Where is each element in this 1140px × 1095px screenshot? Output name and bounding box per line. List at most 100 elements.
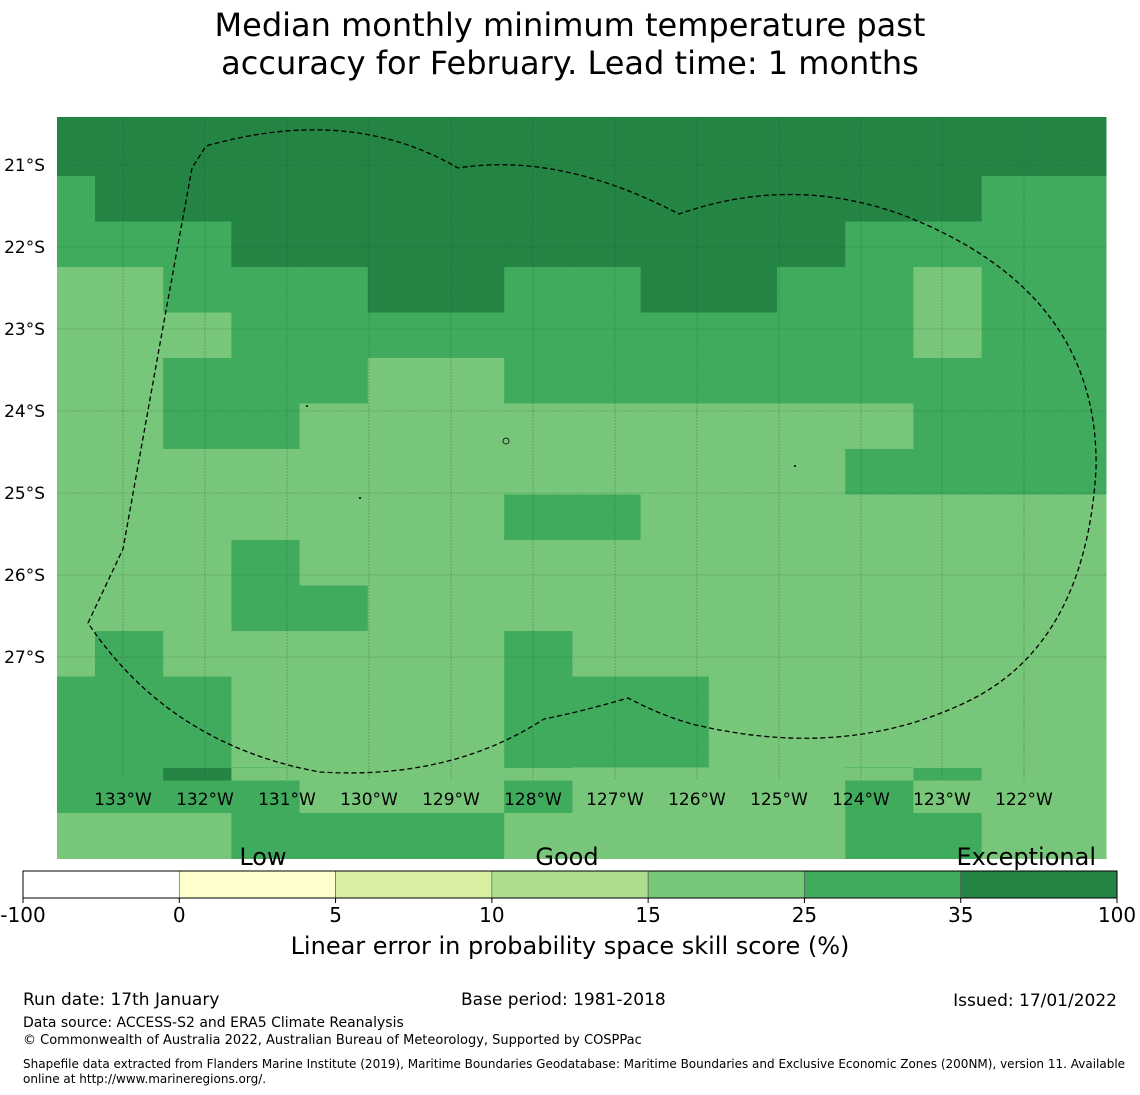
longitude-label: 131°W [258,790,316,810]
islands [306,405,796,499]
grid-cell [913,221,983,268]
grid-cell [981,676,1107,723]
colorbar-segment [178,870,336,899]
grid-cell [95,449,164,495]
grid-cell [367,312,437,359]
grid-cell [231,358,301,404]
grid-cell [436,676,505,723]
grid-cell [163,449,232,495]
grid-cell [504,449,573,495]
grid-cell [231,312,301,359]
colorbar-segment [960,870,1118,899]
grid-cell [367,267,437,313]
grid-cell [913,813,983,859]
grid-cell [299,117,369,177]
latitude-label: 23°S [4,320,45,340]
grid-cell [640,768,710,781]
grid-cell [708,540,778,586]
grid-cell [57,676,96,723]
grid-cell [57,312,96,359]
colorbar-segment [647,870,805,899]
grid-cell [436,358,505,404]
grid-cell [57,358,96,404]
grid-cell [845,449,914,495]
grid-cell [299,631,369,677]
grid-cell [95,585,164,632]
grid-cell [504,403,573,450]
grid-cell [163,722,232,768]
grid-cell [436,722,505,768]
grid-cell [708,267,778,313]
colorbar-tick-label: 15 [635,903,660,927]
grid-cell [57,449,96,495]
grid-cell [367,176,437,222]
grid-cell [299,494,369,541]
grid-cell [95,768,164,781]
grid-cell [436,267,505,313]
colorbar-label: Linear error in probability space skill … [291,932,850,960]
grid-cell [845,358,914,404]
grid-cell [708,768,778,781]
grid-cell [981,585,1107,632]
grid-cell [231,585,301,632]
grid-cell [95,676,164,723]
grid-cell [299,768,369,781]
grid-cell [777,676,846,723]
grid-cell [163,540,232,586]
grid-cell [981,449,1107,495]
grid-cell [57,221,96,268]
longitude-label: 133°W [94,790,152,810]
grid-cell [981,176,1107,222]
title-line-2: accuracy for February. Lead time: 1 mont… [221,44,919,82]
grid-cell [708,494,778,541]
grid-cell [436,540,505,586]
grid-cell [504,494,573,541]
grid-cell [367,221,437,268]
grid-cell [845,176,914,222]
grid-cell [777,358,846,404]
grid-cell [299,403,369,450]
grid-cell [231,403,301,450]
grid-cell [57,813,96,859]
grid-cell [640,631,710,677]
grid-cell [163,494,232,541]
grid-cell [708,117,778,177]
grid-cell [845,403,914,450]
grid-cell [231,176,301,222]
grid-cell [57,176,96,222]
grid-cell [436,221,505,268]
colorbar-segment [491,870,649,899]
map-grid-cells [57,117,1107,859]
grid-cell [231,221,301,268]
latitude-label: 25°S [4,484,45,504]
grid-cell [504,631,573,677]
grid-cell [981,631,1107,677]
grid-cell [640,312,710,359]
grid-cell [845,267,914,313]
colorbar-tick-label: 35 [948,903,973,927]
grid-cell [572,494,642,541]
colorbar-segment [804,870,962,899]
longitude-label: 123°W [913,790,971,810]
grid-cell [231,540,301,586]
grid-cell [95,494,164,541]
grid-cell [299,221,369,268]
latitude-label: 26°S [4,566,45,586]
grid-cell [845,813,914,859]
longitude-label: 132°W [176,790,234,810]
colorbar-segment [335,870,493,899]
grid-cell [845,631,914,677]
skill-map: 21°S22°S23°S24°S25°S26°S27°S 133°W 132°W 1… [0,117,1136,960]
colorbar-category: Good [535,843,598,871]
grid-cell [913,768,983,781]
grid-cell [708,403,778,450]
grid-cell [504,540,573,586]
grid-cell [367,117,437,177]
grid-cell [777,449,846,495]
grid-cell [572,813,642,859]
grid-cell [572,540,642,586]
grid-cell [504,358,573,404]
grid-cell [572,312,642,359]
colorbar-tick-label: -100 [0,903,45,927]
grid-cell [913,449,983,495]
